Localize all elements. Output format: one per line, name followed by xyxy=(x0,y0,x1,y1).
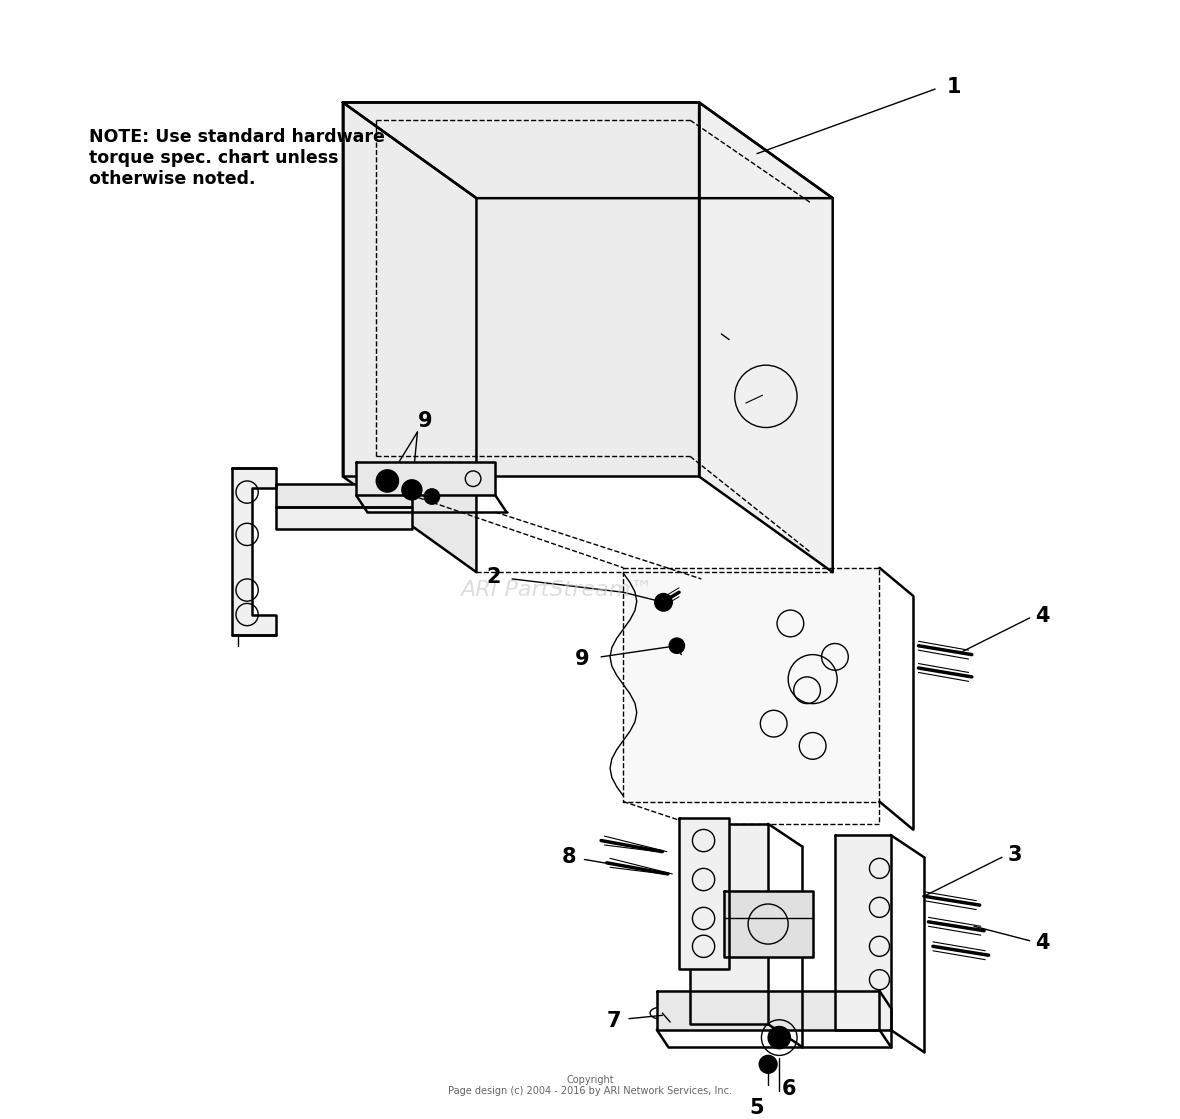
Polygon shape xyxy=(623,567,879,801)
Polygon shape xyxy=(343,103,833,198)
Text: 3: 3 xyxy=(1008,845,1022,865)
Text: 7: 7 xyxy=(607,1010,621,1031)
Circle shape xyxy=(376,470,399,492)
Polygon shape xyxy=(678,818,729,969)
Text: ARI PartStream™: ARI PartStream™ xyxy=(460,580,653,600)
Text: 2: 2 xyxy=(486,566,502,586)
Text: 8: 8 xyxy=(562,847,577,867)
Polygon shape xyxy=(835,835,891,1029)
Text: Copyright
Page design (c) 2004 - 2016 by ARI Network Services, Inc.: Copyright Page design (c) 2004 - 2016 by… xyxy=(448,1074,732,1097)
Text: 9: 9 xyxy=(576,649,590,669)
Polygon shape xyxy=(723,891,813,958)
Polygon shape xyxy=(356,462,496,496)
Text: 1: 1 xyxy=(946,77,961,97)
Text: 4: 4 xyxy=(1035,605,1050,626)
Polygon shape xyxy=(276,485,412,507)
Polygon shape xyxy=(276,507,412,529)
Text: 5: 5 xyxy=(749,1098,765,1118)
Polygon shape xyxy=(343,103,477,572)
Circle shape xyxy=(669,638,684,653)
Text: NOTE: Use standard hardware
torque spec. chart unless
otherwise noted.: NOTE: Use standard hardware torque spec.… xyxy=(88,128,385,188)
Text: 4: 4 xyxy=(1035,933,1050,953)
Circle shape xyxy=(759,1055,778,1073)
Circle shape xyxy=(655,593,673,611)
Polygon shape xyxy=(690,824,768,1024)
Text: 6: 6 xyxy=(781,1079,797,1099)
Circle shape xyxy=(768,1026,791,1049)
Circle shape xyxy=(402,480,422,500)
Text: 9: 9 xyxy=(418,411,433,431)
Polygon shape xyxy=(699,103,833,572)
Polygon shape xyxy=(657,990,879,1029)
Polygon shape xyxy=(231,468,276,634)
Circle shape xyxy=(424,489,440,505)
Polygon shape xyxy=(343,103,699,477)
